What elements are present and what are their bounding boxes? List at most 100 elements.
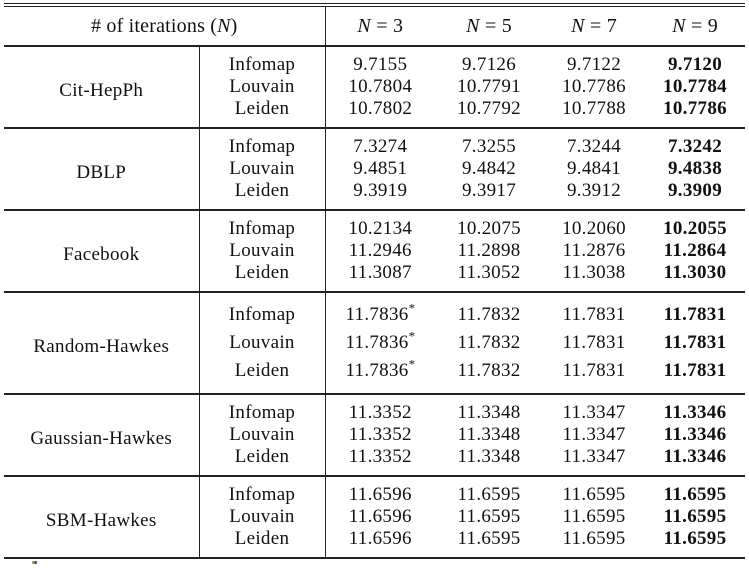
col-header-eq: = 3 (376, 15, 404, 37)
best-value-cell: 9.7120 (667, 54, 723, 75)
best-value-cell: 10.7786 (663, 98, 727, 119)
value-cell: 11.2946 (348, 240, 412, 261)
value-cell: 11.7832 (457, 304, 521, 325)
significance-star: * (408, 356, 416, 372)
method-label: Louvain (198, 329, 326, 357)
value-cell: 9.4842 (461, 158, 517, 179)
col-header-eq: = 9 (691, 15, 718, 37)
value-cell: 7.3255 (461, 136, 517, 157)
col-header-n7: N = 7 (543, 5, 645, 46)
group-gaussian-hawkes: Gaussian-Hawkes Infomap 11.3352 11.3348 … (4, 394, 746, 476)
footnote-marker-cropped (32, 561, 37, 564)
method-label: Infomap (198, 128, 326, 158)
value-cell: 11.6595 (457, 484, 521, 505)
value-text: 11.7836 (345, 304, 409, 325)
best-value-cell: 11.3346 (663, 446, 727, 467)
best-value-cell: 7.3242 (667, 136, 723, 157)
value-cell: 10.7804 (348, 76, 413, 97)
iterations-header-suffix: ) (230, 15, 238, 37)
method-label: Leiden (198, 98, 326, 128)
value-cell: 11.3052 (457, 262, 521, 283)
value-cell: 11.7836* (325, 329, 435, 357)
group-random-hawkes: Random-Hawkes Infomap 11.7836* 11.7832 1… (4, 292, 746, 394)
value-cell: 11.7831 (562, 360, 626, 381)
table-row: Leiden 9.3919 9.3917 9.3912 9.3909 (4, 180, 745, 210)
value-cell: 7.3274 (353, 136, 408, 157)
best-value-cell: 11.2864 (663, 240, 727, 261)
method-label: Infomap (198, 476, 326, 506)
method-label: Infomap (198, 210, 326, 240)
value-cell: 10.7802 (348, 98, 413, 119)
iterations-results-table: # of iterations (N) N = 3 N = 5 N = 7 N = 9 … (4, 3, 746, 559)
value-cell: 11.3347 (562, 446, 626, 467)
value-cell: 11.6596 (348, 484, 412, 505)
table-row: Louvain 9.4851 9.4842 9.4841 9.4838 (4, 158, 745, 180)
table-row: Louvain 11.3352 11.3348 11.3347 11.3346 (4, 424, 745, 446)
method-label: Louvain (198, 76, 326, 98)
best-value-cell: 10.2055 (663, 218, 727, 239)
table-row: Louvain 10.7804 10.7791 10.7786 10.7784 (4, 76, 745, 98)
value-text: 11.7836 (345, 360, 409, 381)
value-cell: 10.2075 (457, 218, 521, 239)
value-cell: 10.7786 (562, 76, 626, 97)
table-header: # of iterations (N) N = 3 N = 5 N = 7 N = 9 (4, 5, 746, 46)
group-cit-hepph: Cit-HepPh Infomap 9.7155 9.7126 9.7122 9… (4, 46, 746, 128)
method-label: Leiden (198, 446, 326, 476)
col-header-n9: N = 9 (645, 5, 745, 46)
value-cell: 9.4841 (566, 158, 622, 179)
group-sbm-hawkes: SBM-Hawkes Infomap 11.6596 11.6595 11.65… (4, 476, 746, 558)
value-cell: 11.2898 (457, 240, 521, 261)
best-value-cell: 9.3909 (667, 180, 723, 201)
value-cell: 11.3348 (457, 424, 521, 445)
dataset-label: Random-Hawkes (33, 336, 170, 357)
best-value-cell: 11.6595 (663, 506, 727, 527)
best-value-cell: 11.3346 (663, 424, 727, 445)
best-value-cell: 9.4838 (667, 158, 723, 179)
value-cell: 10.2060 (562, 218, 626, 239)
best-value-cell: 11.3030 (663, 262, 727, 283)
method-label: Louvain (198, 424, 326, 446)
table-row: Leiden 11.3352 11.3348 11.3347 11.3346 (4, 446, 745, 476)
table-row: DBLP Infomap 7.3274 7.3255 7.3244 7.3242 (4, 128, 745, 183)
value-cell: 11.3348 (457, 402, 521, 423)
best-value-cell: 11.6595 (663, 528, 727, 549)
table-row: SBM-Hawkes Infomap 11.6596 11.6595 11.65… (4, 476, 745, 531)
method-label: Louvain (198, 506, 326, 528)
value-cell: 11.2876 (562, 240, 626, 261)
iterations-header: # of iterations (N) (4, 5, 326, 46)
value-cell: 11.7832 (457, 360, 521, 381)
col-header-eq: = 5 (485, 15, 512, 37)
table-row: Louvain 11.2946 11.2898 11.2876 11.2864 (4, 240, 745, 262)
best-value-cell: 11.3346 (663, 402, 727, 423)
table-row: Random-Hawkes Infomap 11.7836* 11.7832 1… (4, 292, 745, 357)
value-cell: 10.7788 (562, 98, 626, 119)
value-cell: 11.3347 (562, 402, 626, 423)
value-cell: 11.3347 (562, 424, 626, 445)
value-cell: 9.3919 (353, 180, 408, 201)
dataset-label: SBM-Hawkes (45, 509, 157, 531)
col-header-eq: = 7 (590, 15, 617, 37)
value-cell: 11.6595 (562, 506, 626, 527)
value-cell: 11.7832 (457, 332, 521, 353)
method-label: Louvain (198, 158, 326, 180)
value-cell: 9.3912 (566, 180, 622, 201)
table-row: Facebook Infomap 10.2134 10.2075 10.2060… (4, 210, 745, 265)
value-cell: 11.7831 (562, 304, 626, 325)
value-cell: 10.7791 (457, 76, 521, 97)
method-label: Leiden (198, 262, 326, 292)
value-text: 11.7836 (345, 332, 409, 353)
significance-star: * (408, 300, 416, 316)
table-row: Louvain 11.6596 11.6595 11.6595 11.6595 (4, 506, 745, 528)
value-cell: 11.7836* (325, 292, 435, 329)
header-row: # of iterations (N) N = 3 N = 5 N = 7 N = 9 (4, 5, 745, 46)
value-cell: 11.6595 (562, 484, 626, 505)
value-cell: 9.7126 (461, 54, 517, 75)
table-row: Louvain 11.7836* 11.7832 11.7831 11.7831 (4, 329, 745, 357)
value-cell: 9.7155 (353, 54, 408, 75)
col-header-n5: N = 5 (435, 5, 543, 46)
group-dblp: DBLP Infomap 7.3274 7.3255 7.3244 7.3242… (4, 128, 746, 210)
value-cell: 10.2134 (348, 218, 413, 239)
method-label: Louvain (198, 240, 326, 262)
value-cell: 11.3352 (348, 402, 412, 423)
